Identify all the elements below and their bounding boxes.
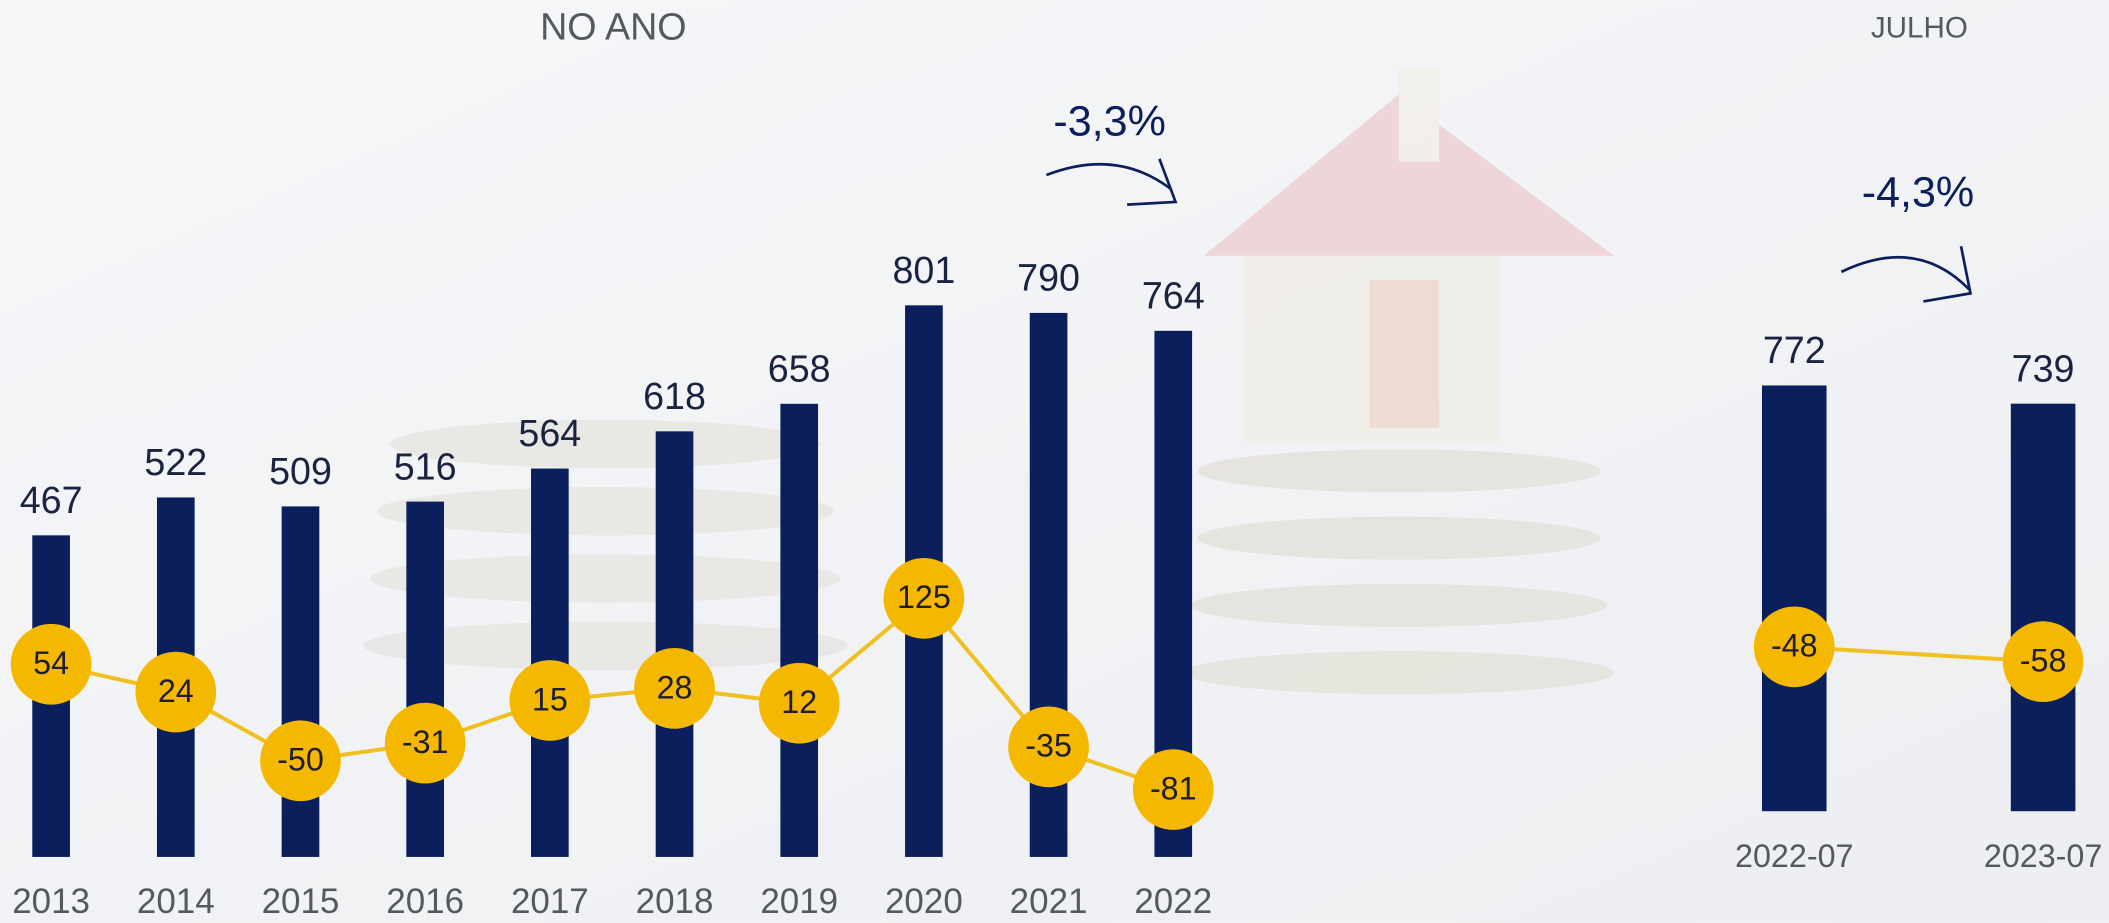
arrow-head <box>1923 246 1973 303</box>
value-label: 772 <box>1763 329 1826 371</box>
value-label: 467 <box>20 479 83 521</box>
value-label: 618 <box>643 375 706 417</box>
x-tick-label: 2016 <box>386 882 464 921</box>
value-label: 739 <box>2012 347 2075 389</box>
arrow-head <box>1127 158 1178 206</box>
annotation: -3,3% <box>1053 97 1165 145</box>
marker-label: -31 <box>402 724 449 760</box>
marker-label: 15 <box>532 681 568 717</box>
x-tick-label: 2018 <box>636 882 714 921</box>
marker-label: 24 <box>158 673 194 709</box>
marker-label: 12 <box>781 684 817 720</box>
marker-label: 125 <box>897 579 951 615</box>
value-label: 522 <box>144 441 207 483</box>
x-tick-label: 2015 <box>262 882 340 921</box>
bar <box>780 403 819 857</box>
value-label: 801 <box>892 249 955 291</box>
x-tick-label: 2021 <box>1010 882 1088 921</box>
chart-title: JULHO <box>1871 12 1968 45</box>
line-marker <box>634 648 715 729</box>
line-marker <box>10 623 92 705</box>
line-marker <box>384 702 466 784</box>
value-label: 509 <box>269 450 332 492</box>
line <box>1794 644 2044 664</box>
bar <box>281 506 320 857</box>
line-marker <box>1008 706 1089 788</box>
x-tick-label: 2022-07 <box>1735 838 1853 874</box>
x-tick-label: 2020 <box>885 882 963 921</box>
marker-label: 54 <box>33 645 69 681</box>
chart-title: NO ANO <box>540 6 686 48</box>
marker-label: -48 <box>1771 628 1818 664</box>
marker-label: -58 <box>2020 643 2067 679</box>
marker-label: -81 <box>1150 770 1197 806</box>
x-tick-label: 2017 <box>511 882 589 921</box>
line <box>50 595 1174 792</box>
line-marker <box>758 662 840 744</box>
marker-label: -50 <box>277 742 324 778</box>
value-label: 658 <box>768 347 831 389</box>
line-marker <box>883 558 965 639</box>
line-marker <box>2002 621 2084 702</box>
bar <box>2010 403 2076 812</box>
bar <box>1761 385 1827 812</box>
x-tick-label: 2019 <box>760 882 838 921</box>
line-marker <box>1753 606 1835 688</box>
arrow <box>1045 162 1171 190</box>
marker-label: -35 <box>1025 728 1072 764</box>
background-picture <box>363 67 1615 695</box>
annotation: -4,3% <box>1862 169 1974 217</box>
bar <box>655 431 694 857</box>
x-tick-label: 2022 <box>1134 882 1212 921</box>
line-marker <box>260 720 341 802</box>
x-tick-label: 2023-07 <box>1984 838 2102 874</box>
value-label: 764 <box>1142 274 1205 316</box>
x-tick-label: 2013 <box>12 882 90 921</box>
line-marker <box>135 651 217 733</box>
line-marker <box>1132 749 1214 830</box>
marker-label: 28 <box>657 669 693 705</box>
arrow <box>1840 255 1971 291</box>
x-tick-label: 2014 <box>137 882 215 921</box>
line-marker <box>509 660 591 741</box>
bar <box>406 501 444 857</box>
value-label: 516 <box>394 445 457 487</box>
value-label: 564 <box>518 412 581 454</box>
value-label: 790 <box>1017 257 1080 299</box>
